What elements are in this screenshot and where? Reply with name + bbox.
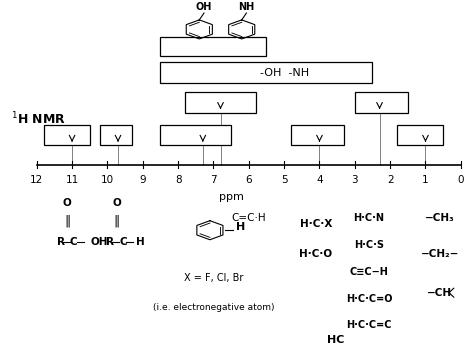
Text: H: H — [236, 222, 245, 232]
Text: R: R — [57, 237, 65, 247]
Text: (i.e. electronegative atom): (i.e. electronegative atom) — [153, 303, 274, 312]
Text: C=C·H: C=C·H — [231, 213, 266, 223]
Text: HC: HC — [327, 335, 344, 343]
Text: H·C·S: H·C·S — [354, 240, 384, 250]
Text: C: C — [119, 237, 127, 247]
Text: -OH  -NH: -OH -NH — [260, 68, 309, 78]
Text: −CH₂−: −CH₂− — [420, 249, 459, 259]
Text: X = F, Cl, Br: X = F, Cl, Br — [184, 273, 243, 283]
Text: 3: 3 — [352, 175, 358, 185]
Text: OH: OH — [91, 237, 109, 247]
Bar — [160, 125, 231, 145]
Text: 12: 12 — [30, 175, 43, 185]
Bar — [185, 92, 256, 113]
Text: 7: 7 — [210, 175, 217, 185]
Text: H·C·C=O: H·C·C=O — [346, 294, 392, 304]
Bar — [355, 92, 408, 113]
Text: 5: 5 — [281, 175, 287, 185]
Bar — [44, 125, 90, 145]
Text: C≡C−H: C≡C−H — [349, 267, 388, 277]
Text: −CH₃: −CH₃ — [425, 213, 455, 223]
Text: H·C·O: H·C·O — [300, 249, 332, 259]
Text: −CH: −CH — [427, 288, 452, 298]
Text: 6: 6 — [246, 175, 252, 185]
Text: 8: 8 — [175, 175, 182, 185]
Text: ppm: ppm — [219, 191, 244, 202]
Text: 0: 0 — [457, 175, 464, 185]
Bar — [160, 62, 373, 83]
Bar — [397, 125, 443, 145]
Text: O: O — [63, 199, 72, 209]
Text: C: C — [70, 237, 77, 247]
Text: R: R — [107, 237, 115, 247]
Text: 2: 2 — [387, 175, 393, 185]
Text: ‖: ‖ — [114, 215, 120, 228]
Text: 1: 1 — [422, 175, 429, 185]
Text: 10: 10 — [101, 175, 114, 185]
Text: 11: 11 — [65, 175, 79, 185]
Bar — [160, 37, 266, 56]
Text: O: O — [112, 199, 121, 209]
Text: H·C·X: H·C·X — [300, 219, 332, 229]
Bar — [100, 125, 132, 145]
Text: $^{1}$H NMR: $^{1}$H NMR — [11, 110, 66, 127]
Bar — [291, 125, 344, 145]
Text: 9: 9 — [139, 175, 146, 185]
Text: H·C·C=C: H·C·C=C — [346, 320, 392, 330]
Text: H: H — [136, 237, 145, 247]
Text: 4: 4 — [316, 175, 323, 185]
Text: H·C·N: H·C·N — [354, 213, 384, 223]
Text: ‖: ‖ — [64, 215, 71, 228]
Text: OH: OH — [196, 2, 212, 12]
Text: NH: NH — [238, 2, 255, 12]
